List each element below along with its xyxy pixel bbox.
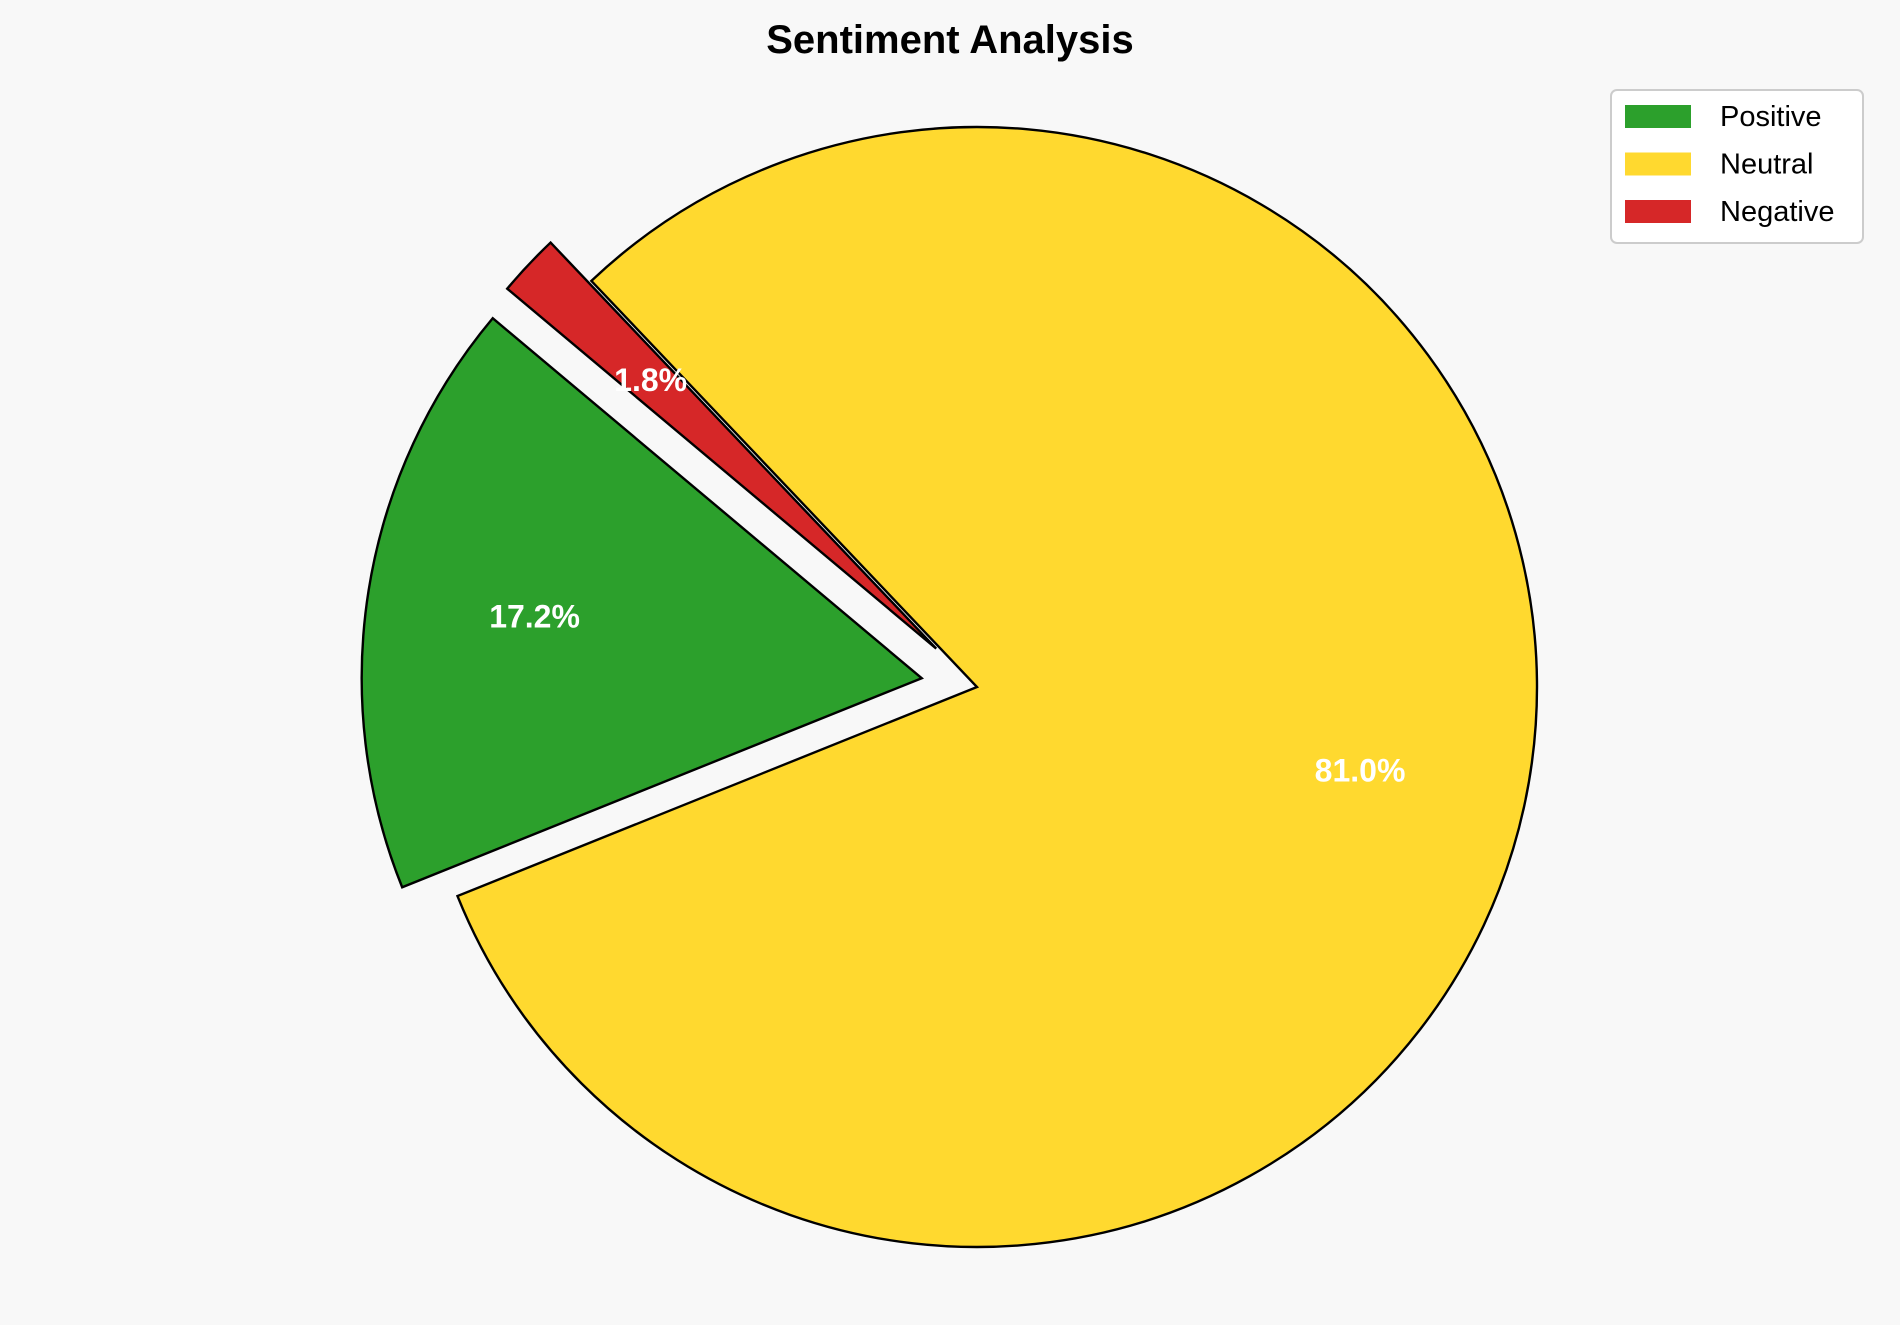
pie-slice-positive — [360, 316, 924, 889]
legend-swatch-positive — [1625, 105, 1691, 128]
legend-label-neutral: Neutral — [1720, 149, 1814, 181]
legend-label-positive: Positive — [1720, 101, 1822, 133]
pct-label-negative: 1.8% — [614, 362, 687, 398]
pie-slice-neutral — [455, 125, 1539, 1249]
legend-swatch-neutral — [1625, 152, 1691, 176]
chart-title: Sentiment Analysis — [766, 18, 1134, 62]
legend-label-negative: Negative — [1720, 196, 1834, 228]
pct-label-neutral: 81.0% — [1315, 752, 1406, 788]
pct-label-positive: 17.2% — [489, 599, 580, 635]
legend: Positive Neutral Negative — [1610, 89, 1864, 244]
legend-swatch-negative — [1625, 200, 1691, 223]
pie-slice-negative — [505, 240, 938, 650]
